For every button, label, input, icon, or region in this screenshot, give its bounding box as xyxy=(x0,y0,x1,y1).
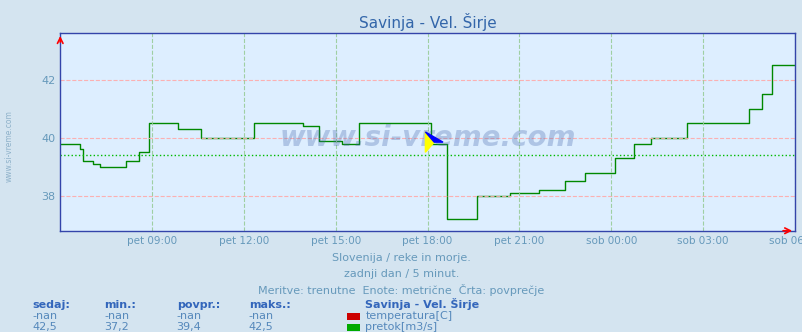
Text: -nan: -nan xyxy=(176,311,201,321)
Text: min.:: min.: xyxy=(104,300,136,310)
Title: Savinja - Vel. Širje: Savinja - Vel. Širje xyxy=(358,13,496,31)
Text: povpr.:: povpr.: xyxy=(176,300,220,310)
Text: Slovenija / reke in morje.: Slovenija / reke in morje. xyxy=(332,253,470,263)
Text: zadnji dan / 5 minut.: zadnji dan / 5 minut. xyxy=(343,269,459,279)
Text: www.si-vreme.com: www.si-vreme.com xyxy=(5,110,14,182)
Text: www.si-vreme.com: www.si-vreme.com xyxy=(279,124,575,152)
Text: -nan: -nan xyxy=(32,311,57,321)
Text: pretok[m3/s]: pretok[m3/s] xyxy=(365,322,437,332)
Text: 39,4: 39,4 xyxy=(176,322,201,332)
Text: 42,5: 42,5 xyxy=(249,322,273,332)
Text: -nan: -nan xyxy=(249,311,273,321)
Text: 42,5: 42,5 xyxy=(32,322,57,332)
Text: 37,2: 37,2 xyxy=(104,322,129,332)
Text: Savinja - Vel. Širje: Savinja - Vel. Širje xyxy=(365,298,479,310)
Text: temperatura[C]: temperatura[C] xyxy=(365,311,452,321)
Text: sedaj:: sedaj: xyxy=(32,300,70,310)
Text: Meritve: trenutne  Enote: metrične  Črta: povprečje: Meritve: trenutne Enote: metrične Črta: … xyxy=(258,284,544,296)
Polygon shape xyxy=(425,132,443,142)
Polygon shape xyxy=(425,132,434,152)
Text: -nan: -nan xyxy=(104,311,129,321)
Text: maks.:: maks.: xyxy=(249,300,290,310)
